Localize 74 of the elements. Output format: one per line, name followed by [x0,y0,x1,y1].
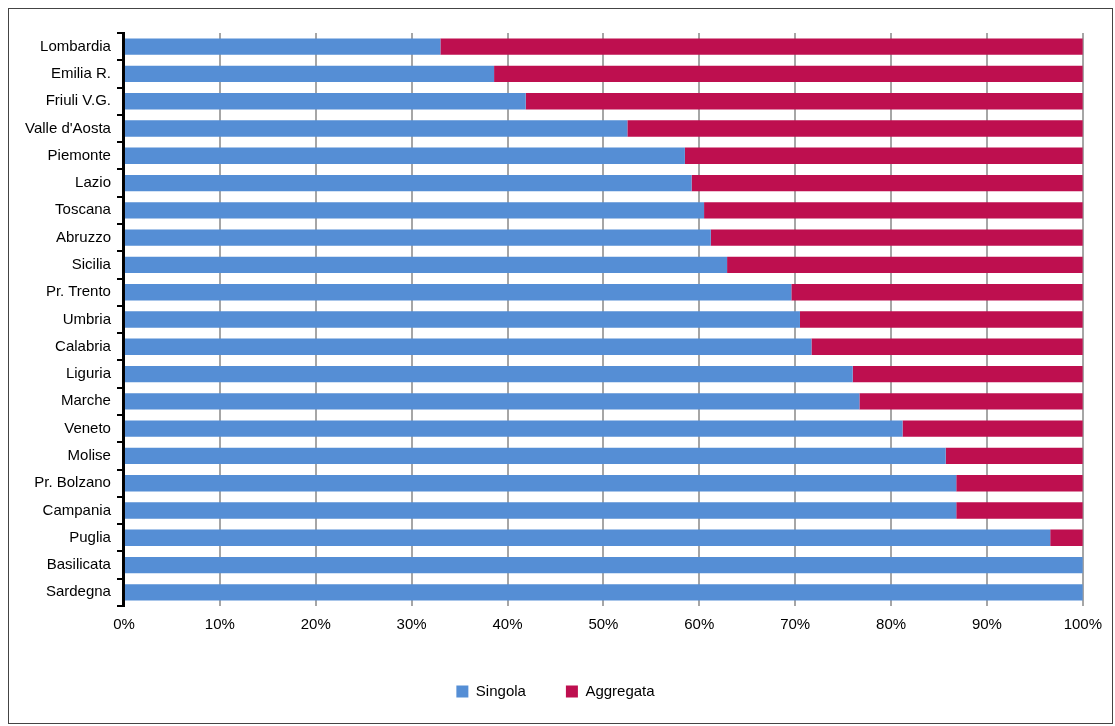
bar [799,311,1083,328]
bar [124,93,526,110]
bar [956,475,1083,492]
y-tick-label: Calabria [55,336,112,354]
bar [124,202,705,219]
y-tick-label: Campania [42,500,112,518]
x-tick-label: 60% [684,615,715,633]
x-tick-label: 20% [300,615,331,633]
x-tick-label: 90% [971,615,1002,633]
bar [1050,529,1083,546]
x-tick-label: 80% [876,615,907,633]
bar [124,65,495,83]
x-tick-label: 100% [1063,615,1103,633]
legend-label: Singola [475,681,527,699]
bar [859,393,1083,410]
y-tick-label: Pr. Bolzano [34,473,111,491]
y-tick-label: Basilicata [46,555,112,573]
bar [124,147,685,164]
bar [710,229,1083,246]
bar [945,447,1083,465]
bar [525,93,1083,110]
x-tick-label: 40% [492,615,523,633]
y-tick-label: Emilia R. [50,64,111,82]
y-tick-label: Liguria [65,364,112,382]
bar [124,38,441,55]
y-tick-label: Lazio [75,173,111,191]
bar [124,475,957,492]
y-tick-label: Toscana [55,200,112,218]
x-tick-label: 0% [113,615,135,633]
bar [124,284,792,301]
bar [124,584,1083,601]
bar [727,256,1083,274]
y-tick-label: Puglia [69,527,112,545]
y-tick-label: Sicilia [71,255,112,273]
bar [691,174,1083,192]
x-tick-label: 30% [396,615,427,633]
bar [124,529,1051,546]
y-tick-label: Umbria [62,309,112,327]
bar [124,256,728,274]
bar [902,420,1083,437]
bar [124,311,800,328]
y-tick-label: Abruzzo [55,227,111,245]
y-tick-label: Veneto [64,418,111,436]
bar [124,338,812,355]
bar [791,284,1083,301]
bar [124,120,628,137]
bar [124,393,860,410]
y-tick-label: Lombardia [40,36,112,54]
y-tick-label: Sardegna [45,582,112,600]
bar [627,120,1083,137]
bar [124,229,711,246]
bar [124,174,692,192]
bar [124,502,957,519]
bar [124,420,903,437]
x-tick-label: 10% [204,615,235,633]
bar [124,447,946,465]
bar [956,502,1083,519]
y-tick-label: Molise [67,446,111,464]
bar [811,338,1083,355]
bar [124,365,853,383]
y-tick-label: Pr. Trento [45,282,111,300]
y-tick-label: Valle d'Aosta [24,118,112,136]
x-tick-label: 70% [780,615,811,633]
y-tick-label: Friuli V.G. [45,91,111,109]
bar [684,147,1083,164]
y-tick-label: Piemonte [47,145,111,163]
bar [440,38,1083,55]
bar [704,202,1083,219]
legend-label: Aggregata [585,681,656,699]
bar [124,556,1083,574]
y-tick-label: Marche [60,391,111,409]
x-tick-label: 50% [588,615,619,633]
bar [494,65,1083,83]
bar [852,365,1083,383]
